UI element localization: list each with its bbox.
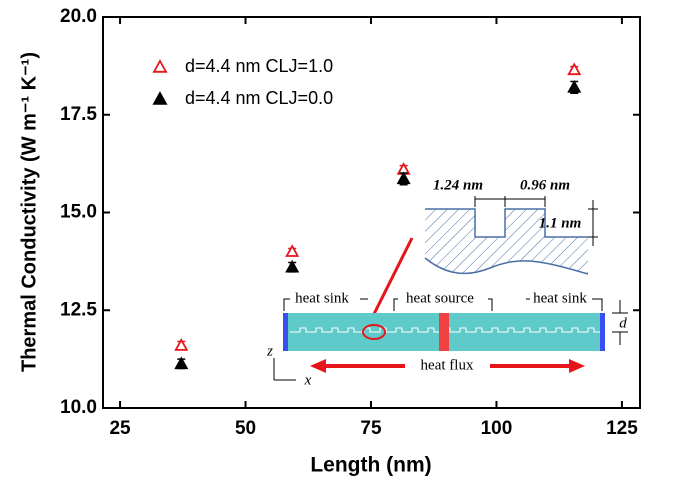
marker (285, 244, 300, 257)
annotation: heat source (406, 290, 474, 306)
annotation: heat sink (295, 290, 349, 306)
inset-diagram (273, 196, 628, 381)
annotation: heat sink (533, 290, 587, 306)
x-tick-label: 125 (606, 418, 638, 439)
x-axis-label: Length (nm) (310, 454, 431, 477)
marker (567, 62, 582, 76)
annotation: d (619, 315, 627, 331)
y-tick-label: 12.5 (60, 299, 97, 320)
marker (174, 356, 189, 370)
x-tick-label: 25 (109, 418, 131, 439)
legend-marker (152, 91, 168, 105)
annotation: 1.24 nm (433, 177, 483, 193)
y-tick-label: 10.0 (60, 397, 97, 418)
x-tick-label: 75 (360, 418, 382, 439)
x-tick-label: 50 (235, 418, 256, 439)
y-tick-label: 15.0 (60, 202, 97, 223)
marker (396, 171, 411, 185)
legend-label: d=4.4 nm CLJ=0.0 (185, 88, 333, 108)
annotation: heat flux (421, 357, 474, 373)
legend-label: d=4.4 nm CLJ=1.0 (185, 56, 333, 76)
y-tick-label: 17.5 (60, 104, 97, 125)
marker (567, 80, 582, 93)
annotation: x (304, 372, 312, 388)
annotation: z (266, 343, 273, 359)
y-tick-label: 20.0 (60, 6, 97, 27)
marker (174, 338, 189, 351)
x-tick-label: 100 (481, 418, 513, 439)
marker (285, 259, 300, 273)
y-axis-label: Thermal Conductivity (W m⁻¹ K⁻¹) (18, 52, 40, 372)
annotation: 0.96 nm (520, 177, 570, 193)
legend-marker (152, 59, 168, 73)
annotation: 1.1 nm (539, 215, 582, 231)
